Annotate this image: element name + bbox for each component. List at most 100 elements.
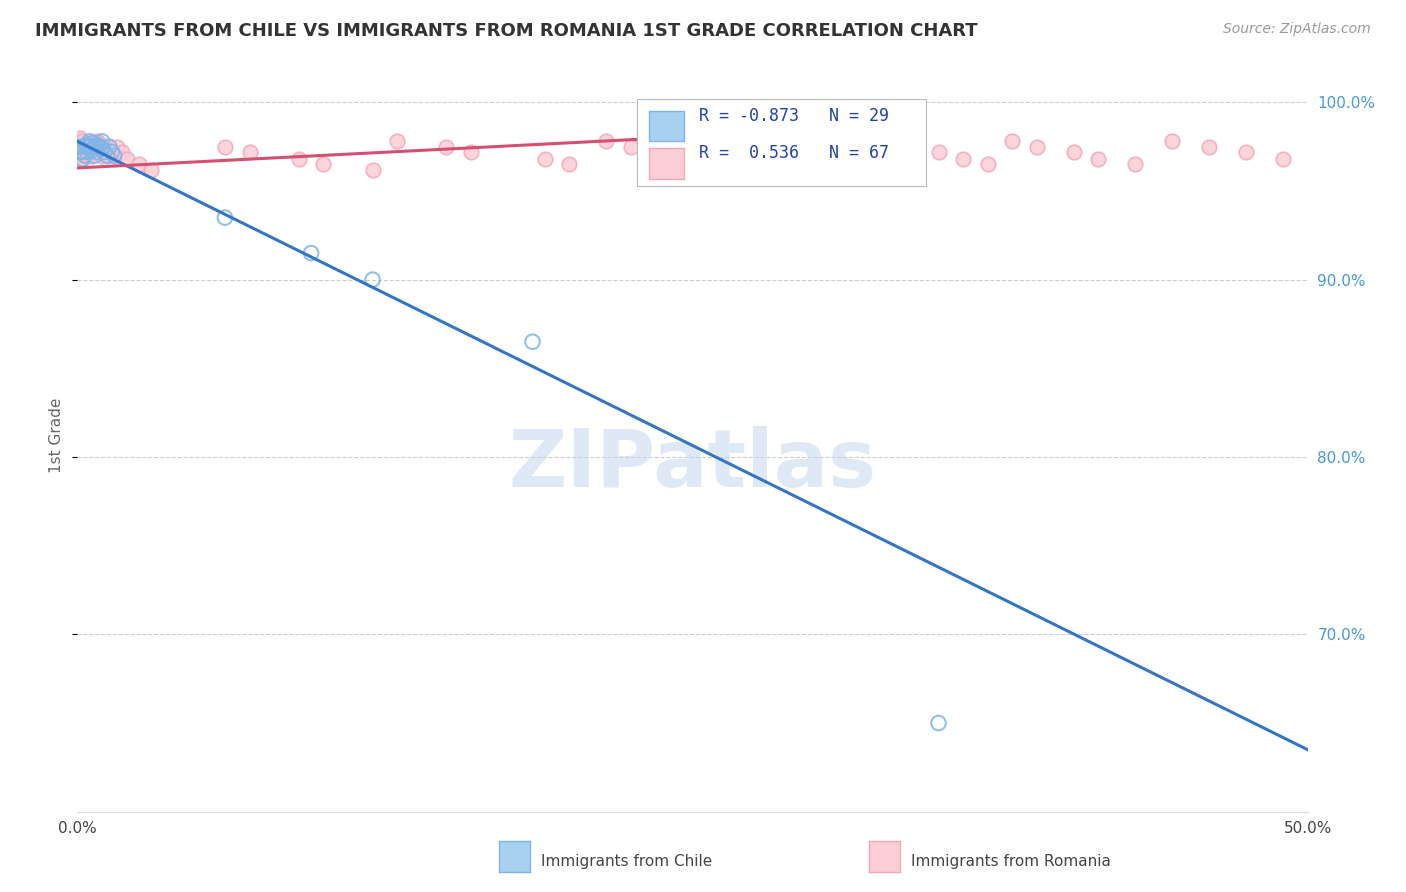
Point	[558, 157, 581, 171]
Point	[76, 148, 98, 162]
Point	[70, 152, 93, 166]
Point	[977, 157, 1000, 171]
Point	[90, 139, 114, 153]
Point	[890, 139, 912, 153]
Point	[1198, 139, 1220, 153]
Point	[1272, 152, 1295, 166]
Point	[98, 139, 121, 153]
Point	[73, 137, 96, 152]
Point	[69, 145, 91, 159]
Point	[1026, 139, 1049, 153]
Point	[101, 145, 124, 159]
Point	[361, 273, 384, 287]
Point	[98, 139, 121, 153]
Point	[657, 145, 679, 159]
Point	[79, 134, 101, 148]
Point	[1125, 157, 1147, 171]
Point	[69, 148, 91, 162]
Point	[682, 152, 704, 166]
FancyBboxPatch shape	[650, 111, 683, 141]
Point	[83, 148, 105, 162]
Point	[387, 134, 409, 148]
Text: R =  0.536   N = 67: R = 0.536 N = 67	[699, 145, 889, 162]
Point	[755, 139, 778, 153]
Point	[1001, 134, 1024, 148]
Point	[90, 134, 114, 148]
FancyBboxPatch shape	[650, 148, 683, 178]
Point	[1063, 145, 1085, 159]
Point	[214, 139, 236, 153]
Point	[76, 145, 98, 159]
Point	[73, 139, 96, 153]
Point	[82, 143, 104, 157]
Point	[436, 139, 458, 153]
Point	[70, 145, 93, 159]
Text: Immigrants from Chile: Immigrants from Chile	[541, 855, 713, 869]
Point	[79, 136, 101, 150]
Point	[1161, 134, 1184, 148]
Point	[780, 145, 803, 159]
Point	[86, 139, 108, 153]
Point	[928, 145, 950, 159]
Point	[93, 145, 115, 159]
FancyBboxPatch shape	[637, 99, 927, 186]
Text: ZIPatlas: ZIPatlas	[509, 426, 876, 504]
Point	[70, 145, 93, 159]
Point	[83, 145, 105, 159]
Point	[115, 152, 138, 166]
Point	[141, 162, 163, 177]
Point	[79, 139, 101, 153]
Point	[86, 137, 108, 152]
Point	[128, 157, 150, 171]
Point	[90, 148, 114, 162]
Text: IMMIGRANTS FROM CHILE VS IMMIGRANTS FROM ROMANIA 1ST GRADE CORRELATION CHART: IMMIGRANTS FROM CHILE VS IMMIGRANTS FROM…	[35, 22, 977, 40]
Point	[86, 145, 108, 159]
Point	[96, 148, 118, 162]
Point	[1309, 157, 1331, 171]
Point	[83, 139, 105, 153]
Point	[534, 152, 557, 166]
Point	[82, 148, 104, 162]
Point	[83, 137, 105, 152]
Text: Source: ZipAtlas.com: Source: ZipAtlas.com	[1223, 22, 1371, 37]
Point	[866, 134, 889, 148]
Point	[89, 136, 111, 150]
Point	[299, 246, 322, 260]
Point	[70, 152, 93, 166]
Point	[460, 145, 482, 159]
Point	[70, 134, 93, 148]
Point	[928, 716, 950, 731]
Point	[89, 143, 111, 157]
Point	[595, 134, 617, 148]
Point	[952, 152, 974, 166]
Point	[89, 139, 111, 153]
Point	[69, 139, 91, 153]
Point	[105, 139, 128, 153]
Point	[1234, 145, 1257, 159]
Point	[239, 145, 262, 159]
Point	[69, 130, 91, 145]
Point	[288, 152, 311, 166]
Point	[817, 152, 839, 166]
Point	[73, 148, 96, 162]
Point	[82, 139, 104, 153]
Point	[69, 139, 91, 153]
Point	[620, 139, 643, 153]
Point	[82, 136, 104, 150]
Point	[214, 211, 236, 225]
Point	[86, 134, 108, 148]
Point	[706, 157, 728, 171]
Point	[79, 145, 101, 159]
Point	[76, 139, 98, 153]
Point	[101, 145, 124, 159]
Text: Immigrants from Romania: Immigrants from Romania	[911, 855, 1111, 869]
Point	[841, 157, 863, 171]
Point	[93, 145, 115, 159]
Point	[361, 162, 384, 177]
Y-axis label: 1st Grade: 1st Grade	[49, 397, 65, 473]
Point	[312, 157, 335, 171]
Point	[76, 137, 98, 152]
Point	[103, 148, 125, 162]
Point	[731, 162, 754, 177]
Point	[90, 141, 114, 155]
